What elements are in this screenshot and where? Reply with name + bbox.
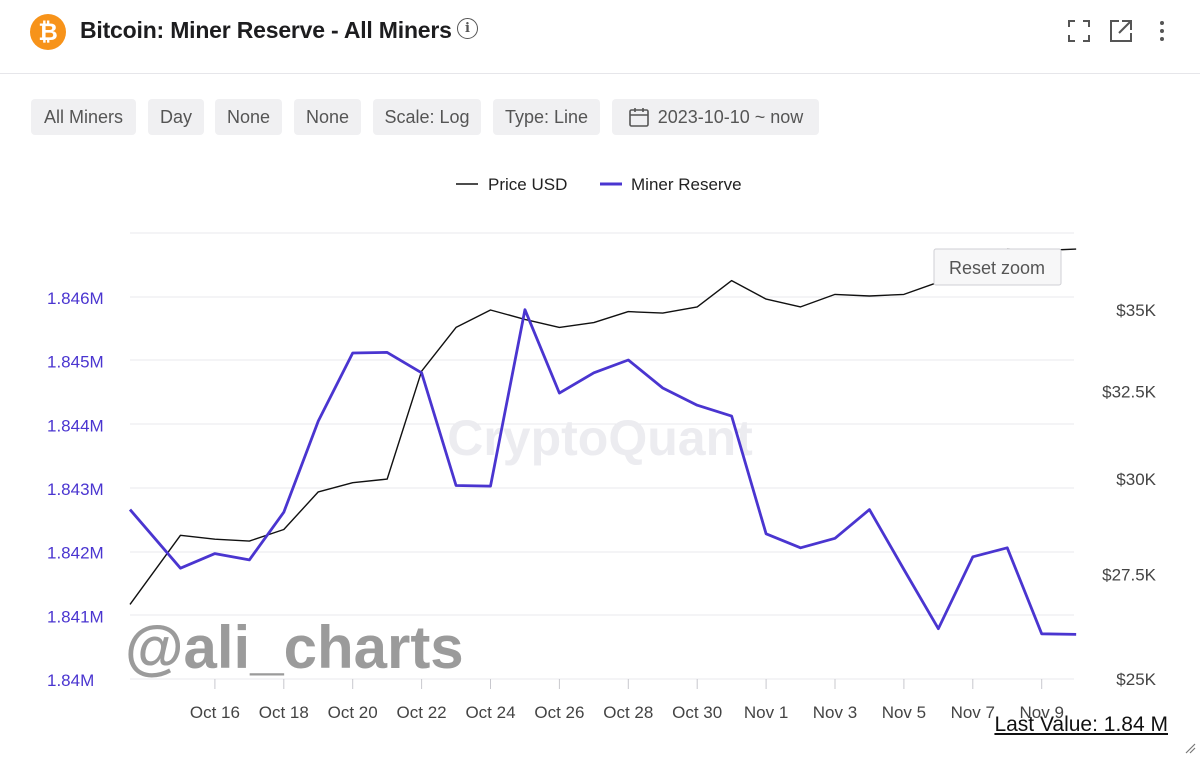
sma-select[interactable]: None — [215, 99, 282, 135]
x-axis-tick-label: Nov 7 — [951, 703, 995, 722]
date-range-label: 2023-10-10 ~ now — [657, 106, 804, 127]
right-axis-tick-label: $27.5K — [1102, 565, 1157, 584]
reset-zoom-button[interactable]: Reset zoom — [933, 248, 1062, 286]
last-value: Last Value: 1.84 M — [994, 713, 1168, 736]
x-axis-tick-label: Nov 1 — [744, 703, 788, 722]
x-axis-tick-label: Oct 26 — [534, 703, 584, 722]
x-axis-tick-label: Oct 22 — [397, 703, 447, 722]
bitcoin-logo-icon: ₿ — [30, 14, 66, 50]
info-icon[interactable]: i — [457, 18, 478, 39]
x-axis-tick-label: Oct 18 — [259, 703, 309, 722]
type-select[interactable]: Type: Line — [493, 99, 600, 135]
watermark: CryptoQuant — [447, 410, 753, 466]
x-axis-tick-label: Oct 20 — [328, 703, 378, 722]
external-link-icon[interactable] — [1108, 18, 1134, 44]
calendar-icon — [628, 106, 650, 128]
x-axis-tick-label: Nov 5 — [882, 703, 926, 722]
handle-overlay: @ali_charts — [125, 614, 464, 681]
fullscreen-icon[interactable] — [1066, 18, 1092, 44]
x-axis-tick-label: Oct 30 — [672, 703, 722, 722]
chart-legend: Price USD Miner Reserve — [456, 175, 742, 194]
x-axis-tick-label: Nov 3 — [813, 703, 857, 722]
left-axis-tick-label: 1.841M — [47, 607, 104, 626]
left-axis-tick-label: 1.84M — [47, 671, 94, 690]
compare-select[interactable]: None — [294, 99, 361, 135]
right-axis-tick-label: $30K — [1116, 470, 1156, 489]
miner-select[interactable]: All Miners — [31, 99, 136, 135]
miner-reserve-line[interactable] — [128, 308, 1077, 636]
left-axis-tick-label: 1.845M — [47, 353, 104, 372]
right-axis-tick-label: $35K — [1116, 301, 1156, 320]
left-axis-tick-label: 1.843M — [47, 480, 104, 499]
x-axis-tick-label: Oct 28 — [603, 703, 653, 722]
right-axis-tick-label: $25K — [1116, 670, 1156, 689]
x-axis: Oct 16 Oct 18 Oct 20 Oct 22 Oct 24 Oct 26 Oct … — [190, 679, 1064, 722]
left-axis-tick-label: 1.844M — [47, 416, 104, 435]
date-range-select[interactable]: 2023-10-10 ~ now — [612, 99, 819, 135]
series-layer — [128, 248, 1077, 636]
price-usd-line[interactable] — [129, 248, 1077, 605]
resize-handle-icon[interactable] — [1182, 740, 1196, 759]
scale-select[interactable]: Scale: Log — [373, 99, 481, 135]
x-axis-tick-label: Nov 9 — [1019, 703, 1063, 722]
left-axis: 1.84M 1.841M 1.842M 1.843M 1.844M 1.845M 1.846… — [47, 289, 104, 690]
window-select[interactable]: Day — [148, 99, 204, 135]
reset-zoom-label[interactable]: Reset zoom — [949, 258, 1045, 278]
right-axis-tick-label: $32.5K — [1102, 382, 1157, 401]
more-vertical-icon[interactable] — [1150, 18, 1174, 44]
right-axis: $25K $27.5K $30K $32.5K $35K — [1102, 301, 1157, 689]
chart-grid — [130, 232, 1074, 680]
chart-header: ₿ Bitcoin: Miner Reserve - All Miners i — [0, 0, 1200, 74]
left-axis-tick-label: 1.842M — [47, 544, 104, 563]
x-axis-tick-label: Oct 24 — [465, 703, 515, 722]
left-axis-tick-label: 1.846M — [47, 289, 104, 308]
page-title: Bitcoin: Miner Reserve - All Miners — [80, 17, 452, 43]
legend-reserve-label[interactable]: Miner Reserve — [631, 175, 742, 194]
legend-price-label[interactable]: Price USD — [488, 175, 567, 194]
x-axis-tick-label: Oct 16 — [190, 703, 240, 722]
